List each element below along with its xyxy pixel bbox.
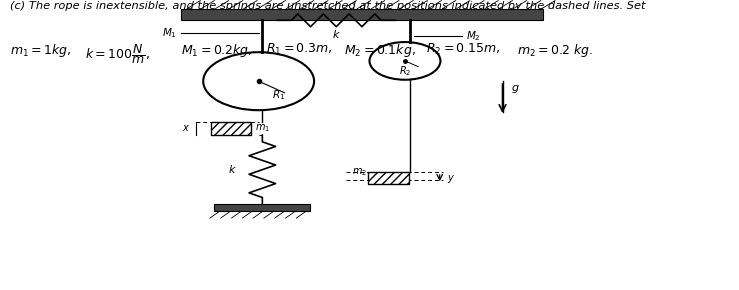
- Text: $m_1 = 1kg,$: $m_1 = 1kg,$: [10, 42, 71, 59]
- Text: $m_1$: $m_1$: [255, 122, 270, 134]
- Text: g: g: [512, 84, 520, 93]
- Bar: [181, 9, 543, 20]
- Text: (c) The rope is inextensible, and the springs are unstretched at the positions i: (c) The rope is inextensible, and the sp…: [10, 1, 645, 11]
- Text: $M_1$: $M_1$: [163, 26, 177, 40]
- Text: x: x: [183, 123, 188, 133]
- Text: $k = 100\dfrac{N}{m},$: $k = 100\dfrac{N}{m},$: [85, 42, 150, 66]
- Text: $R_2$: $R_2$: [399, 64, 412, 78]
- Text: $m_2$: $m_2$: [353, 166, 367, 178]
- Text: $M_2$: $M_2$: [466, 29, 480, 43]
- Text: $R_2 = 0.15m,$: $R_2 = 0.15m,$: [426, 42, 500, 57]
- Text: $R_1 = 0.3m,$: $R_1 = 0.3m,$: [266, 42, 333, 57]
- Text: $M_1 = 0.2kg,$: $M_1 = 0.2kg,$: [181, 42, 252, 59]
- Text: y: y: [447, 173, 453, 183]
- Text: k: k: [333, 30, 339, 40]
- Bar: [368, 172, 409, 184]
- Text: $R_1$: $R_1$: [272, 88, 285, 102]
- Bar: [214, 204, 310, 211]
- Text: $M_2 = 0.1kg,$: $M_2 = 0.1kg,$: [344, 42, 415, 59]
- Text: $m_2 = 0.2\ kg.$: $m_2 = 0.2\ kg.$: [517, 42, 594, 59]
- Bar: [211, 122, 251, 135]
- Text: k: k: [228, 165, 235, 175]
